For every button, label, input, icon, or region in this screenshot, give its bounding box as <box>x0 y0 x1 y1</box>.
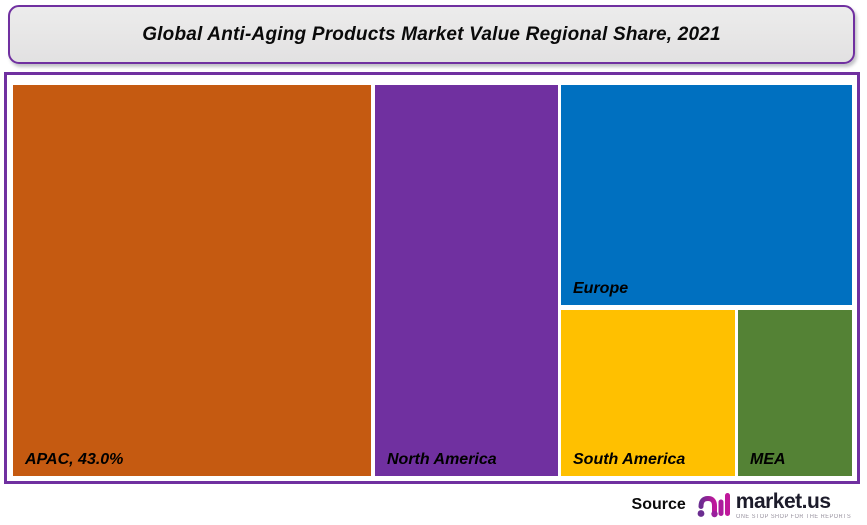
treemap-label-europe: Europe <box>573 280 629 297</box>
source-attribution: Source market.us ONE STOP SHOP FOR THE R… <box>632 487 861 523</box>
market-us-brand: market.us ONE STOP SHOP FOR THE REPORTS <box>697 489 861 521</box>
treemap-chart: APAC, 43.0% North America Europe South A… <box>4 72 860 484</box>
brand-text: market.us ONE STOP SHOP FOR THE REPORTS <box>736 491 861 520</box>
treemap-label-mea: MEA <box>750 451 786 468</box>
source-label: Source <box>631 496 686 513</box>
chart-title: Global Anti-Aging Products Market Value … <box>142 23 721 45</box>
brand-name: market.us <box>735 489 831 513</box>
treemap-label-north-america: North America <box>387 451 497 468</box>
treemap-tile-north-america: North America <box>375 85 558 476</box>
treemap-plot-area: APAC, 43.0% North America Europe South A… <box>7 75 857 481</box>
treemap-tile-apac: APAC, 43.0% <box>13 85 371 476</box>
market-us-logo-icon <box>697 493 730 518</box>
treemap-tile-mea: MEA <box>738 310 852 476</box>
treemap-tile-south-america: South America <box>561 310 735 476</box>
brand-tagline: ONE STOP SHOP FOR THE REPORTS <box>735 513 851 520</box>
treemap-tile-europe: Europe <box>561 85 852 305</box>
treemap-label-apac: APAC, 43.0% <box>25 451 124 468</box>
treemap-label-south-america: South America <box>573 451 686 468</box>
chart-title-box: Global Anti-Aging Products Market Value … <box>8 5 855 64</box>
